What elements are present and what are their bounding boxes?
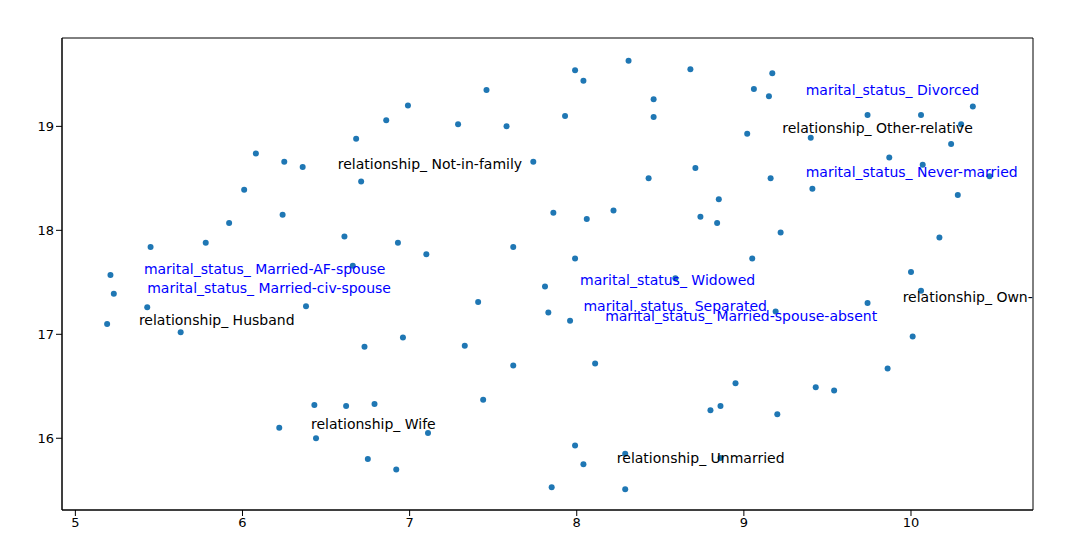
- svg-text:19: 19: [37, 119, 54, 134]
- svg-text:marital_status_ Married-civ-sp: marital_status_ Married-civ-spouse: [147, 280, 391, 296]
- svg-text:marital_status_ Married-AF-spo: marital_status_ Married-AF-spouse: [144, 261, 386, 277]
- svg-text:relationship_ Wife: relationship_ Wife: [311, 416, 436, 432]
- svg-text:9: 9: [740, 515, 748, 530]
- svg-text:8: 8: [573, 515, 581, 530]
- svg-text:marital_status_ Widowed: marital_status_ Widowed: [580, 272, 755, 288]
- svg-text:marital_status_ Divorced: marital_status_ Divorced: [806, 82, 979, 98]
- svg-text:5: 5: [71, 515, 79, 530]
- svg-text:relationship_ Husband: relationship_ Husband: [139, 312, 295, 328]
- svg-text:marital_status_ Never-married: marital_status_ Never-married: [806, 164, 1018, 180]
- svg-text:16: 16: [37, 431, 54, 446]
- svg-text:relationship_ Unmarried: relationship_ Unmarried: [617, 450, 785, 466]
- svg-text:18: 18: [37, 223, 54, 238]
- svg-text:marital_status_ Married-spouse: marital_status_ Married-spouse-absent: [605, 308, 877, 324]
- svg-text:relationship_ Other-relative: relationship_ Other-relative: [782, 120, 972, 136]
- svg-text:relationship_ Not-in-family: relationship_ Not-in-family: [338, 156, 522, 172]
- svg-text:marital_status_ Separated: marital_status_ Separated: [583, 298, 767, 315]
- svg-text:relationship_ Own-child: relationship_ Own-child: [903, 289, 1033, 305]
- svg-text:17: 17: [37, 327, 54, 342]
- svg-text:7: 7: [405, 515, 413, 530]
- svg-text:10: 10: [903, 515, 920, 530]
- svg-text:6: 6: [238, 515, 246, 530]
